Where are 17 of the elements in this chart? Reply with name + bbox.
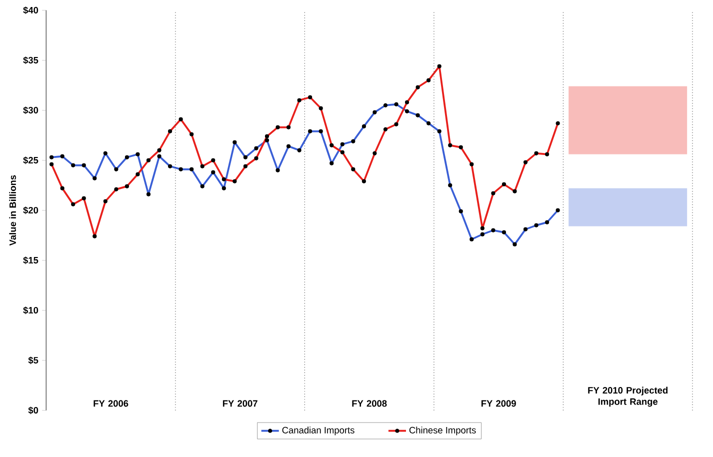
annotation: FY 2007 bbox=[222, 400, 258, 407]
y-tick-label: $20 bbox=[23, 206, 38, 214]
y-axis-title: Value in Billions bbox=[9, 176, 16, 246]
y-tick-label: $0 bbox=[28, 406, 38, 414]
legend-label: Canadian Imports bbox=[282, 426, 354, 436]
y-tick-label: $5 bbox=[28, 356, 38, 364]
annotation: FY 2009 bbox=[481, 400, 516, 407]
y-tick-label: $40 bbox=[23, 6, 38, 14]
y-tick-label: $25 bbox=[23, 156, 38, 164]
y-tick-label: $10 bbox=[23, 306, 38, 314]
annotation: FY 2010 Projected Import Range bbox=[588, 387, 668, 407]
y-tick-label: $30 bbox=[23, 106, 38, 114]
y-tick-label: $15 bbox=[23, 256, 38, 264]
y-tick-label: $35 bbox=[23, 56, 38, 64]
annotation: FY 2006 bbox=[94, 400, 128, 407]
annotation: FY 2008 bbox=[352, 400, 387, 407]
legend-label: Chinese Imports bbox=[409, 426, 476, 436]
